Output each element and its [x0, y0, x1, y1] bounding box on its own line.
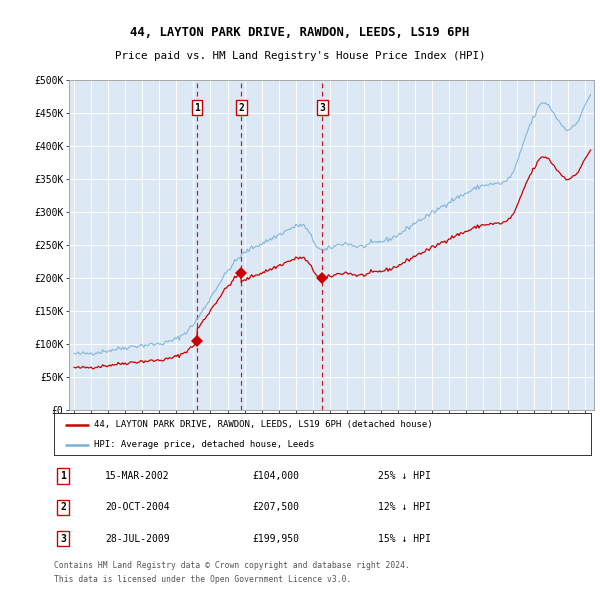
Text: HPI: Average price, detached house, Leeds: HPI: Average price, detached house, Leed…	[94, 440, 314, 450]
Text: 2: 2	[238, 103, 244, 113]
Text: £104,000: £104,000	[252, 471, 299, 481]
Text: 20-OCT-2004: 20-OCT-2004	[105, 503, 170, 512]
Text: This data is licensed under the Open Government Licence v3.0.: This data is licensed under the Open Gov…	[54, 575, 352, 584]
Text: 44, LAYTON PARK DRIVE, RAWDON, LEEDS, LS19 6PH: 44, LAYTON PARK DRIVE, RAWDON, LEEDS, LS…	[130, 26, 470, 39]
Text: Price paid vs. HM Land Registry's House Price Index (HPI): Price paid vs. HM Land Registry's House …	[115, 51, 485, 61]
Text: 15-MAR-2002: 15-MAR-2002	[105, 471, 170, 481]
Text: 3: 3	[60, 534, 66, 543]
Text: £199,950: £199,950	[252, 534, 299, 543]
Text: 25% ↓ HPI: 25% ↓ HPI	[378, 471, 431, 481]
Text: 1: 1	[60, 471, 66, 481]
Text: £207,500: £207,500	[252, 503, 299, 512]
Text: 15% ↓ HPI: 15% ↓ HPI	[378, 534, 431, 543]
Text: 44, LAYTON PARK DRIVE, RAWDON, LEEDS, LS19 6PH (detached house): 44, LAYTON PARK DRIVE, RAWDON, LEEDS, LS…	[94, 421, 433, 430]
Text: 12% ↓ HPI: 12% ↓ HPI	[378, 503, 431, 512]
Text: 28-JUL-2009: 28-JUL-2009	[105, 534, 170, 543]
Text: 2: 2	[60, 503, 66, 512]
Text: 1: 1	[194, 103, 200, 113]
Text: 3: 3	[319, 103, 325, 113]
Text: Contains HM Land Registry data © Crown copyright and database right 2024.: Contains HM Land Registry data © Crown c…	[54, 560, 410, 570]
